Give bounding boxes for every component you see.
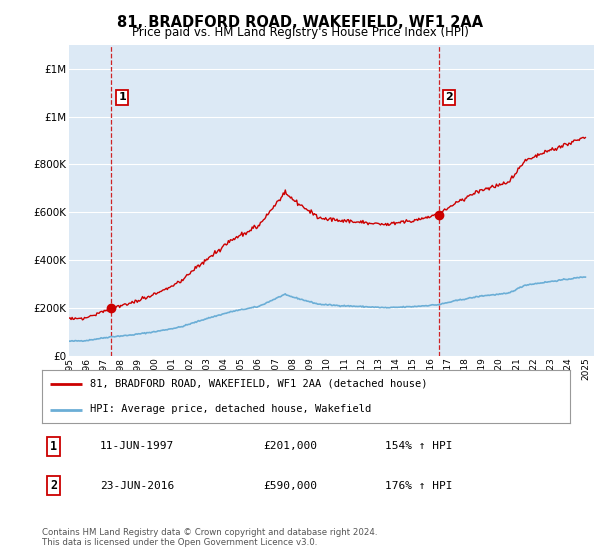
Text: Price paid vs. HM Land Registry's House Price Index (HPI): Price paid vs. HM Land Registry's House … [131, 26, 469, 39]
Text: 1: 1 [50, 440, 57, 453]
Text: 176% ↑ HPI: 176% ↑ HPI [385, 480, 453, 491]
Text: £201,000: £201,000 [264, 441, 318, 451]
Text: 154% ↑ HPI: 154% ↑ HPI [385, 441, 453, 451]
Text: 1: 1 [118, 92, 126, 102]
Text: 11-JUN-1997: 11-JUN-1997 [100, 441, 175, 451]
Text: Contains HM Land Registry data © Crown copyright and database right 2024.
This d: Contains HM Land Registry data © Crown c… [42, 528, 377, 547]
Text: 81, BRADFORD ROAD, WAKEFIELD, WF1 2AA (detached house): 81, BRADFORD ROAD, WAKEFIELD, WF1 2AA (d… [89, 379, 427, 389]
Text: 23-JUN-2016: 23-JUN-2016 [100, 480, 175, 491]
Text: 2: 2 [445, 92, 453, 102]
Text: HPI: Average price, detached house, Wakefield: HPI: Average price, detached house, Wake… [89, 404, 371, 414]
Text: £590,000: £590,000 [264, 480, 318, 491]
Text: 81, BRADFORD ROAD, WAKEFIELD, WF1 2AA: 81, BRADFORD ROAD, WAKEFIELD, WF1 2AA [117, 15, 483, 30]
Text: 2: 2 [50, 479, 57, 492]
